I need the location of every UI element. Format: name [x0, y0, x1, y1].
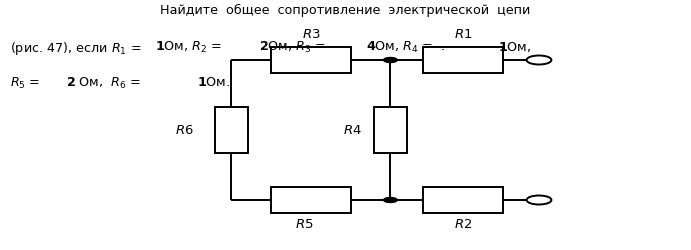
Bar — [215, 107, 248, 153]
Text: $R6$: $R6$ — [176, 124, 194, 136]
Text: $\mathbf{2}$Ом, $R_3$ =: $\mathbf{2}$Ом, $R_3$ = — [259, 40, 332, 55]
Bar — [423, 47, 502, 73]
Text: Найдите  общее  сопротивление  электрической  цепи: Найдите общее сопротивление электрическо… — [160, 4, 531, 17]
Bar — [271, 47, 350, 73]
Bar — [271, 187, 350, 213]
Bar — [423, 187, 502, 213]
Text: $\mathbf{2}$ Ом,  $R_6$ =: $\mathbf{2}$ Ом, $R_6$ = — [66, 76, 142, 91]
Text: $\mathbf{1}$Ом,: $\mathbf{1}$Ом, — [498, 40, 531, 54]
Bar — [374, 107, 407, 153]
Text: $R_5$ =: $R_5$ = — [10, 76, 42, 91]
Text: $R5$: $R5$ — [295, 218, 313, 231]
Circle shape — [384, 198, 397, 202]
Text: $R4$: $R4$ — [343, 124, 361, 136]
Text: $R2$: $R2$ — [454, 218, 472, 231]
Text: $\mathbf{1}$Ом.: $\mathbf{1}$Ом. — [197, 76, 230, 89]
Text: $\mathbf{1}$Ом, $R_2$ =: $\mathbf{1}$Ом, $R_2$ = — [155, 40, 224, 55]
Text: $R3$: $R3$ — [302, 28, 320, 40]
Text: $R1$: $R1$ — [454, 28, 472, 40]
Text: $\mathbf{4}$Ом, $R_4$ =  .: $\mathbf{4}$Ом, $R_4$ = . — [366, 40, 446, 55]
Text: (рис. 47), если $R_1$ =: (рис. 47), если $R_1$ = — [10, 40, 143, 57]
Circle shape — [384, 58, 397, 62]
